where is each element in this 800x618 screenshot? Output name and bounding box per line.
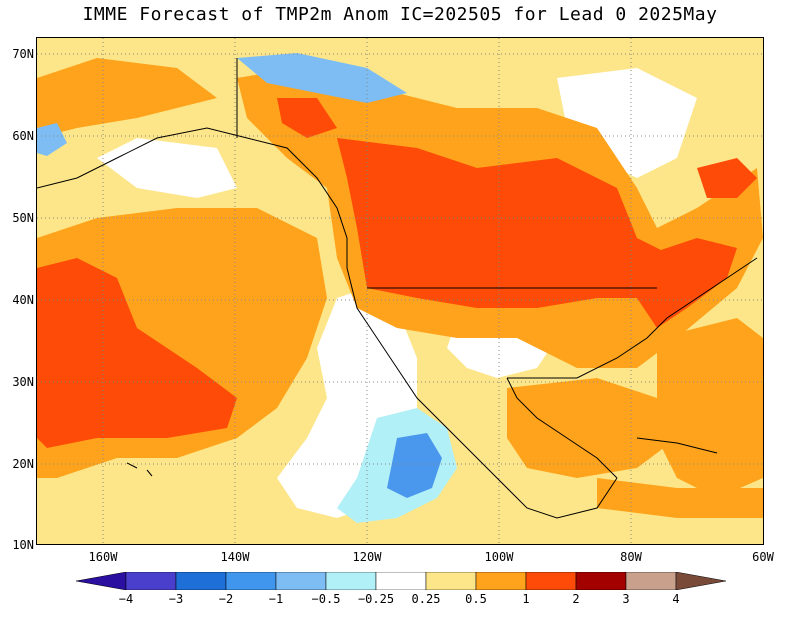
colorbar-left-arrow [76,572,127,590]
colorbar-tick-label: 3 [622,592,630,606]
anomaly-bering-blue [37,123,67,156]
colorbar-segment [325,572,377,590]
colorbar-tick-label: 4 [672,592,680,606]
colorbar-segment [575,572,627,590]
colorbar-segment [525,572,577,590]
colorbar-segment [625,572,677,590]
anomaly-arctic-blue [237,53,407,103]
colorbar-tick-label: 0.5 [465,592,487,606]
colorbar-segment [375,572,427,590]
anomaly-gulf-orange [507,378,677,478]
colorbar-tick-label: 1 [522,592,530,606]
lat-label-40n: 40N [12,293,34,307]
colorbar-segment [275,572,327,590]
colorbar-segment [125,572,177,590]
colorbar [76,572,726,590]
anomaly-atlantic-orange [657,318,763,498]
lat-label-20n: 20N [12,457,34,471]
colorbar-tick-label: 0.25 [411,592,441,606]
colorbar-tick-label: −2 [218,592,234,606]
lon-label-160w: 160W [88,550,118,564]
colorbar-tick-label: −4 [118,592,134,606]
anomaly-plains-red [337,138,677,308]
colorbar-segment [225,572,277,590]
coastlines [37,58,758,519]
map-title: IMME Forecast of TMP2m Anom IC=202505 fo… [82,4,718,25]
colorbar-tick-label: −1 [268,592,284,606]
colorbar-tick-label: −0.25 [357,592,395,606]
colorbar-segment [475,572,527,590]
anomaly-bering-white [97,138,237,198]
colorbar-segment [425,572,477,590]
lat-label-60n: 60N [12,129,34,143]
lon-label-100w: 100W [484,550,514,564]
lon-label-60w: 60W [752,550,774,564]
colorbar-tick-label: 2 [572,592,580,606]
anomaly-map [37,38,763,544]
lat-label-10n: 10N [12,538,34,552]
lon-label-140w: 140W [220,550,250,564]
colorbar-right-arrow [675,572,726,590]
anomaly-caribbean-orange [597,478,763,518]
lon-label-120w: 120W [352,550,382,564]
colorbar-tick-label: −3 [168,592,184,606]
lon-label-80w: 80W [620,550,642,564]
anomaly-alaska-orange [37,58,217,138]
lat-label-50n: 50N [12,211,34,225]
map-panel [36,37,764,545]
anomaly-yukon-red [277,98,337,138]
colorbar-segment [175,572,227,590]
gridlines [37,38,763,544]
anomaly-labrador-red [697,158,757,198]
lat-label-70n: 70N [12,47,34,61]
anomaly-mexico-blue [387,433,442,498]
anomaly-pacific-red [37,258,237,448]
lat-label-30n: 30N [12,375,34,389]
anomaly-northeast-red [637,238,737,328]
colorbar-tick-label: −0.5 [311,592,341,606]
